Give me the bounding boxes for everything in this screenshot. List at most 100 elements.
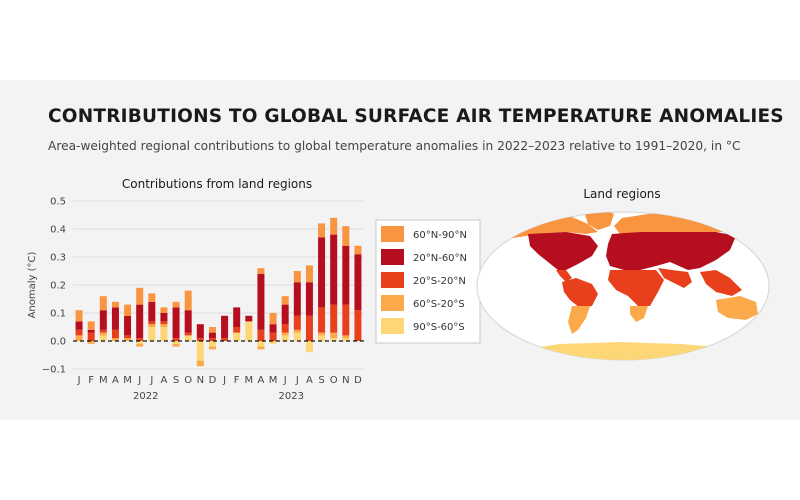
bar-segment: [221, 315, 229, 339]
bar-segment: [281, 296, 289, 305]
bar-stack-group: [73, 217, 364, 367]
bar-segment: [184, 335, 192, 341]
bar-segment: [111, 338, 119, 341]
x-tick-label: M: [99, 375, 108, 386]
bar-segment: [184, 290, 192, 311]
bar-segment: [293, 315, 301, 330]
x-tick-label: J: [77, 375, 81, 386]
bar-segment: [160, 313, 168, 322]
bar-segment: [75, 310, 83, 322]
bar-segment: [184, 310, 192, 333]
bar-segment: [148, 293, 156, 302]
year-labels: 2022 2023: [133, 391, 304, 402]
bar-segment: [330, 234, 338, 305]
bar-segment: [281, 324, 289, 333]
bar-segment: [160, 327, 168, 341]
bar-segment: [148, 301, 156, 322]
bar-segment: [87, 332, 95, 341]
bar-segment: [257, 346, 265, 350]
bar-segment: [330, 304, 338, 333]
x-tick-label: A: [258, 375, 265, 386]
bar-segment: [75, 335, 83, 341]
bar-segment: [124, 315, 132, 336]
bar-segment: [257, 329, 265, 341]
bar-segment: [293, 329, 301, 333]
bar-segment: [318, 332, 326, 336]
legend-label: 90°S-60°S: [413, 322, 465, 333]
bar-segment: [342, 338, 350, 341]
bar-segment: [269, 341, 277, 344]
legend-label: 20°N-60°N: [413, 253, 467, 264]
bar-segment: [136, 341, 144, 344]
x-tick-label: J: [283, 375, 287, 386]
bar-segment: [87, 341, 95, 344]
x-tick-label: M: [123, 375, 132, 386]
bar-segment: [148, 321, 156, 325]
bar-segment: [172, 307, 180, 339]
bar-segment: [269, 332, 277, 341]
bar-segment: [148, 324, 156, 327]
bar-segment: [99, 329, 107, 333]
land-60n-90n-eurasia: [614, 213, 748, 234]
bar-segment: [293, 282, 301, 316]
bar-segment: [196, 338, 204, 341]
year-label: 2023: [279, 391, 304, 402]
bar-segment: [208, 327, 216, 333]
bar-segment: [293, 332, 301, 341]
x-tick-label: O: [184, 375, 192, 386]
y-tick-label: 0.5: [50, 197, 66, 208]
bar-segment: [281, 335, 289, 341]
bar-segment: [208, 341, 216, 347]
page-subtitle: Area-weighted regional contributions to …: [48, 139, 741, 153]
bar-segment: [99, 332, 107, 336]
legend-swatch: [381, 318, 404, 334]
bar-segment: [172, 341, 180, 344]
bar-segment: [330, 332, 338, 339]
x-tick-label: F: [88, 375, 94, 386]
x-tick-label: D: [354, 375, 362, 386]
bar-segment: [124, 338, 132, 341]
bar-segment: [87, 329, 95, 333]
bar-segment: [233, 327, 241, 333]
bar-segment: [208, 338, 216, 341]
bar-segment: [257, 273, 265, 330]
x-tick-label: A: [112, 375, 119, 386]
bar-segment: [111, 329, 119, 339]
bar-segment: [87, 321, 95, 330]
bar-segment: [330, 338, 338, 341]
y-tick-label: 0.2: [50, 281, 66, 292]
land-20n-60n-eurasia: [606, 232, 736, 270]
bar-segment: [245, 321, 253, 341]
legend-label: 60°N-90°N: [413, 230, 467, 241]
bar-segment: [99, 310, 107, 330]
bar-segment: [99, 335, 107, 341]
y-axis-ticks: −0.1 0.0 0.1 0.2 0.3 0.4 0.5: [42, 197, 66, 376]
bar-segment: [196, 324, 204, 339]
legend-label: 60°S-20°S: [413, 299, 465, 310]
bar-segment: [245, 315, 253, 322]
bar-segment: [208, 346, 216, 350]
bar-segment: [196, 341, 204, 361]
y-tick-label: 0.0: [50, 337, 66, 348]
bar-segment: [172, 343, 180, 347]
bar-segment: [257, 341, 265, 347]
land-60s-20s-south-america: [568, 306, 590, 334]
bar-segment: [318, 223, 326, 238]
bar-segment: [196, 360, 204, 367]
bar-segment: [233, 332, 241, 341]
bar-segment: [136, 304, 144, 339]
bar-segment: [172, 301, 180, 308]
bar-segment: [269, 313, 277, 325]
bar-segment: [269, 324, 277, 333]
legend-swatch: [381, 272, 404, 288]
x-tick-label: A: [161, 375, 168, 386]
x-tick-label: J: [295, 375, 299, 386]
x-tick-label: S: [318, 375, 324, 386]
x-tick-label: F: [234, 375, 240, 386]
bar-segment: [75, 321, 83, 330]
x-tick-label: D: [209, 375, 217, 386]
bar-segment: [136, 343, 144, 347]
bar-segment: [354, 310, 362, 341]
bar-segment: [233, 307, 241, 327]
